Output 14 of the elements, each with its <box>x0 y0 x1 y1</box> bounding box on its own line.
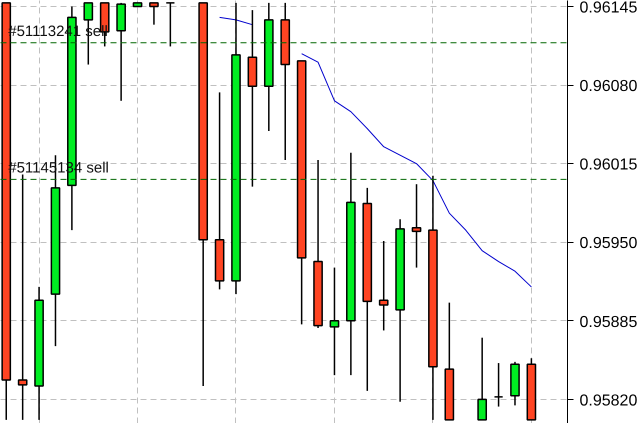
y-tick-label: 0.96145 <box>580 0 638 17</box>
candlestick <box>477 336 488 421</box>
y-tick-label: 0.96015 <box>580 156 638 174</box>
candlestick <box>412 183 422 268</box>
candlestick <box>330 266 340 376</box>
candlestick <box>378 240 389 332</box>
y-tick-label: 0.96080 <box>580 78 638 96</box>
candlestick <box>18 174 28 421</box>
candlestick <box>149 2 159 26</box>
y-tick-label: 0.95950 <box>580 235 638 252</box>
candlestick <box>494 362 504 408</box>
y-tick-label: 0.95820 <box>580 392 638 410</box>
candlestick <box>166 2 176 48</box>
y-tick-label: 0.95885 <box>580 314 638 331</box>
